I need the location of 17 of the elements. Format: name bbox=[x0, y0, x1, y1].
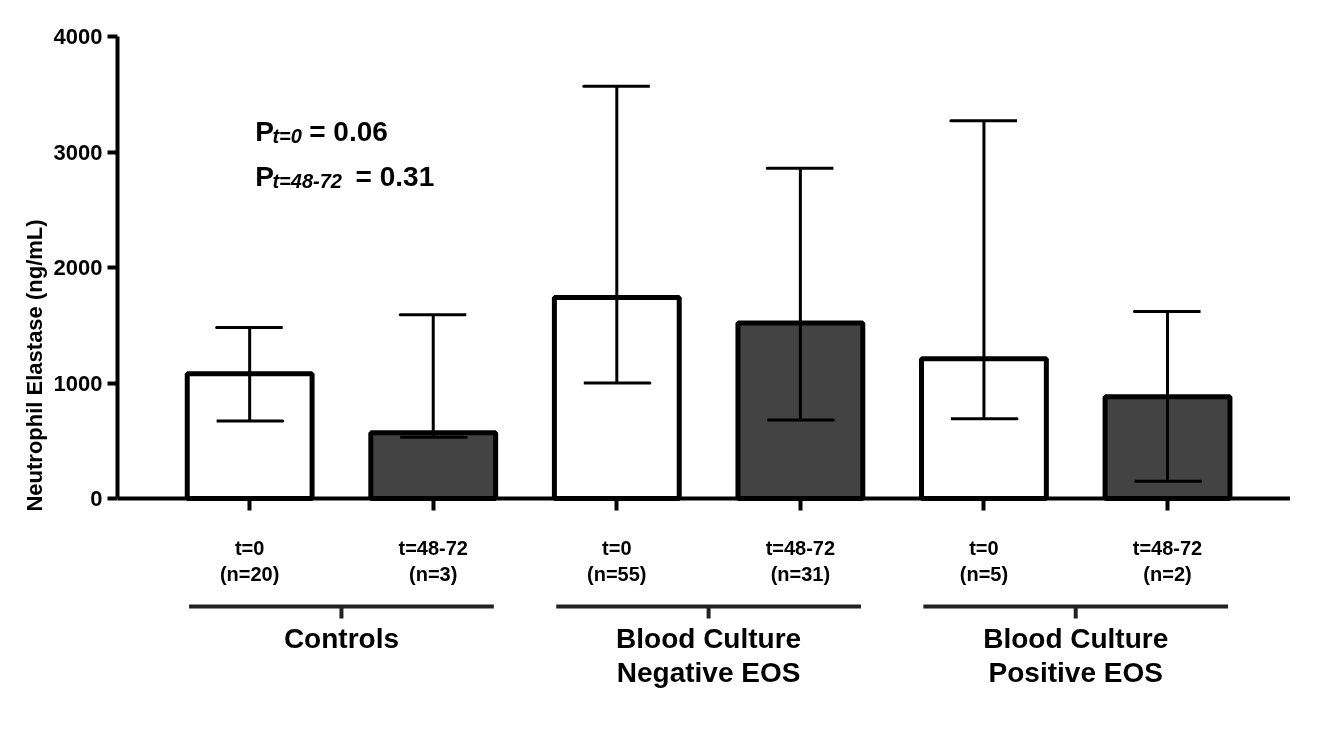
text: Blood Culture Positive EOS bbox=[983, 622, 1169, 688]
x-tick-label: t=48-72 (n=2) bbox=[1132, 536, 1203, 585]
x-tick-label: t=0 (n=55) bbox=[587, 536, 647, 585]
y-tick-label: 2000 bbox=[53, 255, 103, 280]
y-tick-label: 4000 bbox=[53, 24, 103, 49]
y-axis-title: Neutrophil Elastase (ng/mL) bbox=[21, 219, 47, 512]
x-tick-label: t=48-72 (n=31) bbox=[765, 536, 836, 585]
x-tick-label: t=48-72 (n=3) bbox=[398, 536, 468, 585]
y-tick-label: 3000 bbox=[53, 139, 103, 165]
x-tick-label: t=0 (n=5) bbox=[959, 536, 1009, 585]
y-tick-label: 1000 bbox=[53, 370, 103, 396]
annotation: Pt=48-72 = 0.31 bbox=[255, 161, 435, 192]
x-tick-label: t=0 (n=20) bbox=[219, 536, 280, 585]
y-tick-label: 0 bbox=[90, 486, 103, 511]
text: Blood Culture Negative EOS bbox=[616, 622, 802, 688]
text: Controls bbox=[283, 622, 400, 654]
annotation: Pt=0 = 0.06 bbox=[255, 116, 388, 147]
